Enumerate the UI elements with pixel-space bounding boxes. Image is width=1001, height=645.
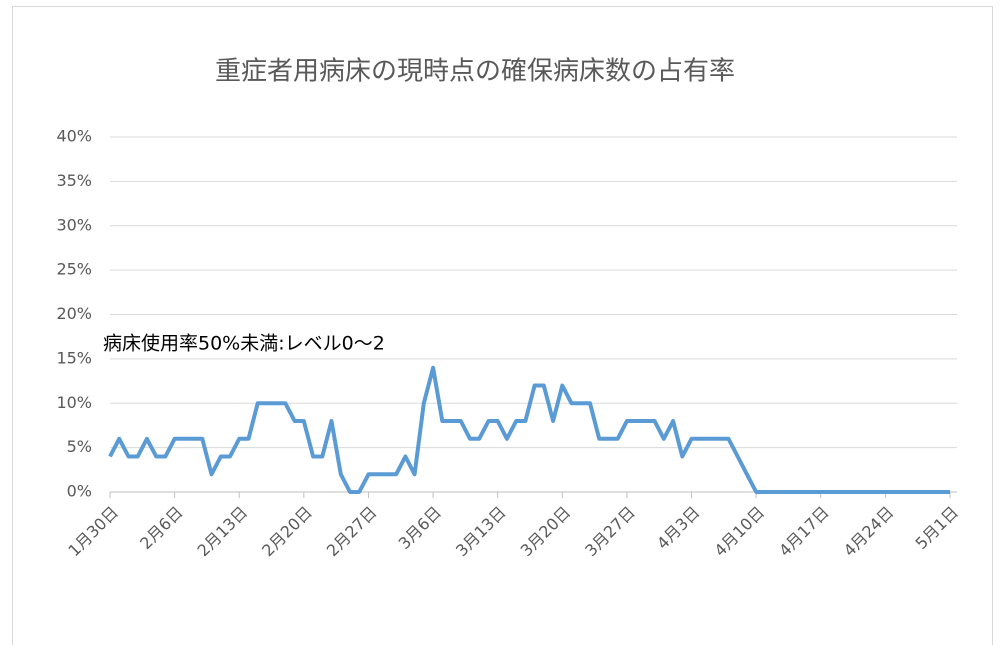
chart-title: 重症者用病床の現時点の確保病床数の占有率 [215,57,735,87]
annotation: 病床使用率50%未満:レベル0～2 [103,333,385,355]
chart-frame [12,6,993,645]
y-tick-label: 15% [56,348,92,367]
y-tick-label: 5% [67,437,92,456]
y-tick-label: 35% [56,171,92,190]
y-tick-label: 30% [56,215,92,234]
y-tick-label: 25% [56,260,92,279]
y-tick-label: 20% [56,304,92,323]
data-line [108,365,950,494]
y-tick-label: 40% [56,127,92,146]
y-tick-label: 10% [56,393,92,412]
y-tick-label: 0% [67,482,92,501]
